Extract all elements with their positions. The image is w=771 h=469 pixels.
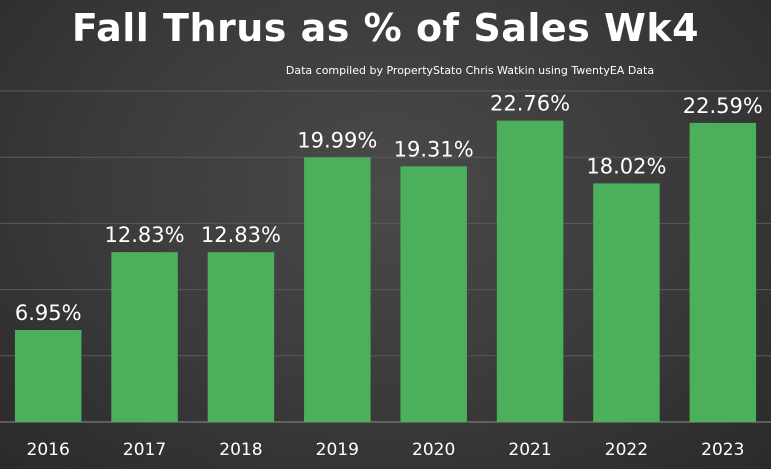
- x-tick-label-2022: 2022: [605, 440, 648, 460]
- bars: [14, 120, 757, 423]
- data-label-2022: 18.02%: [586, 154, 666, 178]
- data-label-2016: 6.95%: [15, 301, 82, 325]
- x-tick-label-2016: 2016: [27, 440, 70, 460]
- x-tick-label-2020: 2020: [412, 440, 455, 460]
- data-label-2017: 12.83%: [105, 223, 185, 247]
- bar-2022: [593, 183, 660, 422]
- x-tick-label-2019: 2019: [316, 440, 359, 460]
- bar-2020: [400, 166, 467, 422]
- data-label-2019: 19.99%: [297, 128, 377, 152]
- chart-subtitle: Data compiled by PropertyStato Chris Wat…: [285, 64, 655, 77]
- data-label-2021: 22.76%: [490, 92, 570, 116]
- bar-2018: [207, 252, 275, 422]
- x-tick-label-2021: 2021: [508, 440, 551, 460]
- x-tick-label-2018: 2018: [219, 440, 262, 460]
- data-label-2023: 22.59%: [683, 94, 763, 118]
- bar-2017: [111, 252, 178, 422]
- chart-title: Fall Thrus as % of Sales Wk4: [71, 6, 700, 50]
- bar-2019: [304, 157, 371, 422]
- data-labels: 6.95% 12.83% 12.83% 19.99% 19.31% 22.76% 18.02…: [15, 92, 763, 325]
- x-tick-label-2017: 2017: [123, 440, 166, 460]
- data-label-2020: 19.31%: [394, 137, 474, 161]
- bar-2016: [14, 329, 82, 422]
- bar-2021: [496, 120, 564, 423]
- data-label-2018: 12.83%: [201, 223, 281, 247]
- x-tick-label-2023: 2023: [701, 440, 744, 460]
- x-tick-labels: 2016 2017 2018 2019 2020 2021 2022 2023: [27, 440, 745, 460]
- bar-2023: [689, 122, 757, 423]
